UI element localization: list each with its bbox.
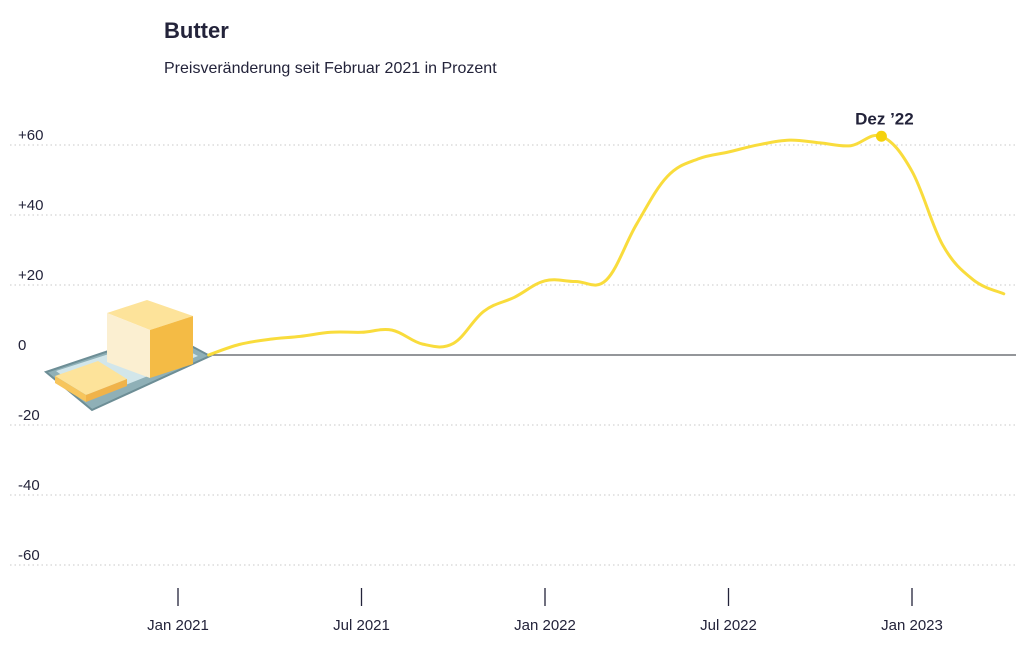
series-line: [207, 133, 1006, 357]
x-tick-label: Jan 2021: [147, 617, 209, 634]
annotation-point: [875, 130, 887, 142]
butter-dish-icon: [43, 300, 213, 412]
y-tick-label: -40: [18, 477, 40, 494]
annotation-label: Dez ’22: [855, 109, 914, 128]
y-axis-ticks: +60 +40 +20 0 -20 -40 -60: [18, 127, 43, 564]
annotations: Dez ’22: [855, 109, 914, 142]
x-tick-label: Jul 2021: [333, 617, 390, 634]
x-axis-ticks: Jan 2021 Jul 2021 Jan 2022 Jul 2022 Jan 2023: [147, 588, 943, 634]
x-tick-label: Jul 2022: [700, 617, 757, 634]
y-tick-label: -60: [18, 547, 40, 564]
y-tick-label: +60: [18, 127, 43, 144]
y-tick-label: 0: [18, 337, 26, 354]
chart-title: Butter: [164, 18, 229, 43]
y-tick-label: +40: [18, 197, 43, 214]
chart-subtitle: Preisveränderung seit Februar 2021 in Pr…: [164, 60, 497, 77]
x-tick-label: Jan 2023: [881, 617, 943, 634]
y-tick-label: +20: [18, 267, 43, 284]
y-tick-label: -20: [18, 407, 40, 424]
x-tick-label: Jan 2022: [514, 617, 576, 634]
